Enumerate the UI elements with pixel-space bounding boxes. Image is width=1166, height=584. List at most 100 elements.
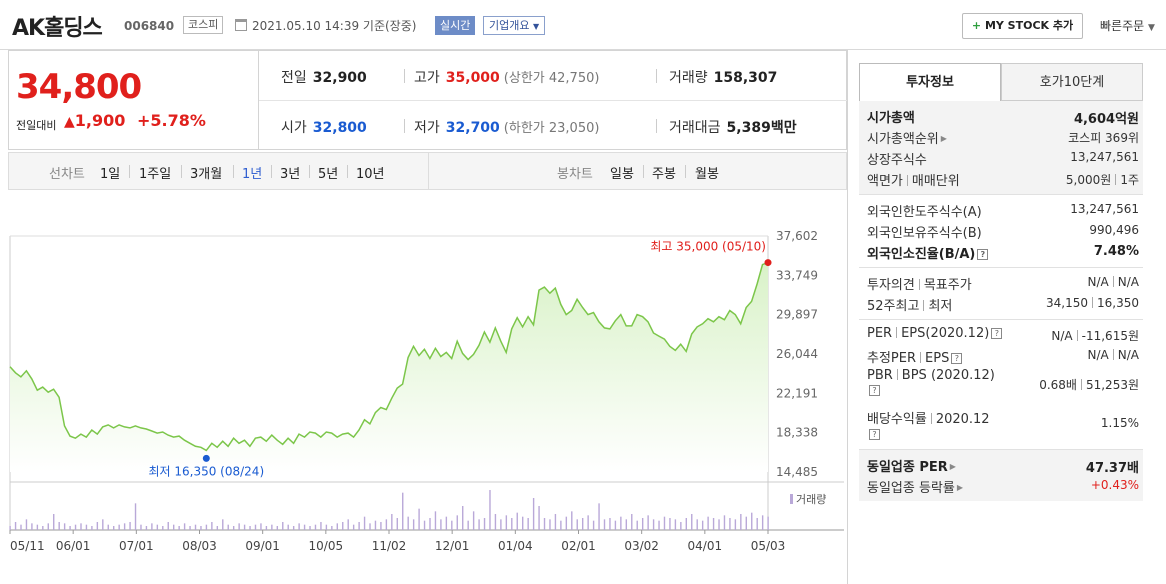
volume-bar [31, 523, 33, 530]
volume-bar [691, 514, 693, 530]
info-row-2: 시가 32,800 저가 32,700 (하한가 23,050) 거래대금 5,389백… [259, 101, 848, 151]
realtime-button[interactable]: 실시간 [435, 16, 476, 35]
volume-bar [571, 511, 573, 530]
volume-bar [118, 524, 120, 530]
tab-invest-info[interactable]: 투자정보 [859, 63, 1001, 101]
volume-bar [342, 522, 344, 530]
period-1d[interactable]: 1일 [100, 167, 121, 182]
volume-bar [58, 522, 60, 530]
volume-bar [527, 518, 529, 530]
quick-order-button[interactable]: 빠른주문 ▼ [1100, 17, 1155, 34]
volume-bar [625, 519, 628, 530]
pbr-label: PBR [867, 368, 893, 383]
candle-weekly[interactable]: 주봉 [652, 167, 676, 182]
amount-cell: 거래대금 5,389백만 [669, 117, 797, 137]
volume-bar [522, 516, 524, 530]
volume-bar [254, 524, 257, 530]
w52-low-label: 최저 [928, 299, 953, 314]
foreign-ratio-value: 7.48% [1093, 244, 1139, 259]
open-cell: 시가 32,800 [281, 117, 367, 137]
foreign-ratio-label: 외국인소진율(B/A)? [867, 243, 989, 262]
help-icon[interactable]: ? [991, 328, 1003, 339]
volume-bar [707, 516, 709, 530]
help-icon[interactable]: ? [869, 385, 880, 396]
est-per-eps-label: 추정PER EPS? [867, 347, 963, 366]
volume-bar [276, 526, 279, 530]
sector-change-label[interactable]: 동일업종 등락률 ▶ [867, 477, 963, 496]
period-3m[interactable]: 3개월 [190, 167, 223, 182]
volume-bar [178, 526, 180, 530]
help-icon[interactable]: ? [951, 353, 963, 364]
unit-label: 매매단위 [911, 174, 960, 189]
volume-bar [483, 518, 486, 530]
volume-legend-label: 거래량 [796, 493, 826, 506]
volume-bar [102, 519, 104, 530]
candle-monthly[interactable]: 월봉 [695, 167, 719, 182]
divider [428, 153, 429, 189]
help-icon[interactable]: ? [869, 429, 880, 440]
cap-rank-value: 코스피 369위 [1068, 131, 1139, 145]
volume-bar [729, 518, 731, 530]
pbr-bps-label: PBR BPS (2020.12)? [867, 368, 995, 398]
tab-hoga-10[interactable]: 호가10단계 [1001, 63, 1143, 101]
volume-bar [47, 523, 49, 530]
period-5y[interactable]: 5년 [318, 167, 339, 182]
volume-bar [145, 526, 148, 530]
foreign-hold-value: 990,496 [1089, 223, 1139, 237]
x-tick-label: 11/02 [372, 539, 407, 553]
divider [309, 165, 310, 178]
volume-bar [745, 516, 747, 530]
volume-bar [723, 515, 726, 530]
w52-low-value: 16,350 [1097, 296, 1139, 310]
stock-code: 006840 [124, 19, 175, 33]
low-cell: 저가 32,700 (하한가 23,050) [414, 117, 599, 137]
volume-bar [489, 490, 491, 530]
volume-cell: 거래량 158,307 [669, 67, 777, 87]
est-eps-label: EPS [925, 351, 950, 366]
divider [918, 279, 920, 290]
company-overview-button[interactable]: 기업개요 ▼ [483, 16, 546, 35]
upper-limit: (상한가 42,750) [503, 71, 600, 86]
x-tick-label: 12/01 [435, 539, 470, 553]
volume-bar [467, 520, 469, 530]
volume-bar [374, 520, 377, 530]
company-overview-label: 기업개요 [489, 19, 530, 32]
period-1w[interactable]: 1주일 [139, 167, 172, 182]
cap-rank-row: 시가총액순위 ▶ 코스피 369위 [859, 126, 1143, 147]
price-chart-svg: 37,602 33,749 29,897 26,044 22,191 18,338 14,4… [9, 229, 844, 553]
volume-bar [369, 523, 371, 530]
current-price: 34,800 [16, 67, 142, 107]
volume-bar [516, 512, 518, 530]
low-annotation: 최저 16,350 (08/24) [148, 464, 264, 478]
sector-change-label-text: 동일업종 등락률 [867, 481, 955, 496]
candle-daily[interactable]: 일봉 [610, 167, 634, 182]
face-value: 5,000원 [1065, 173, 1112, 187]
foreign-group: 외국인한도주식수(A) 13,247,561 외국인보유주식수(B) 990,496… [859, 195, 1143, 268]
target-label: 목표주가 [923, 278, 972, 293]
opinion-label: 투자의견 [867, 278, 915, 293]
open-label: 시가 [281, 120, 307, 136]
volume-bar [734, 519, 737, 530]
volume-bar [767, 516, 769, 530]
cap-rank-label[interactable]: 시가총액순위 ▶ [867, 128, 947, 147]
x-tick-label: 10/05 [309, 539, 344, 553]
volume-bar [614, 520, 617, 530]
sector-per-label-text: 동일업종 PER [867, 460, 948, 475]
period-10y[interactable]: 10년 [356, 167, 385, 182]
my-stock-label: MY STOCK 추가 [984, 19, 1074, 32]
period-1y[interactable]: 1년 [242, 167, 263, 182]
calendar-icon [235, 19, 247, 31]
sector-per-row: 동일업종 PER ▶ 47.37배 [859, 454, 1143, 476]
volume-bar [183, 523, 186, 530]
my-stock-add-button[interactable]: + MY STOCK 추가 [962, 13, 1083, 39]
volume-bar [549, 519, 551, 530]
help-icon[interactable]: ? [977, 249, 989, 260]
pbr-value: 0.68배 [1039, 378, 1077, 392]
period-3y[interactable]: 3년 [280, 167, 301, 182]
divider [271, 165, 272, 178]
est-per-eps-value: N/A N/A [1088, 348, 1139, 362]
sector-per-label[interactable]: 동일업종 PER ▶ [867, 456, 956, 475]
price-chart[interactable]: 37,602 33,749 29,897 26,044 22,191 18,338 14,4… [8, 190, 847, 584]
per-eps-value: N/A -11,615원 [1051, 327, 1139, 344]
triangle-right-icon: ▶ [956, 483, 964, 492]
